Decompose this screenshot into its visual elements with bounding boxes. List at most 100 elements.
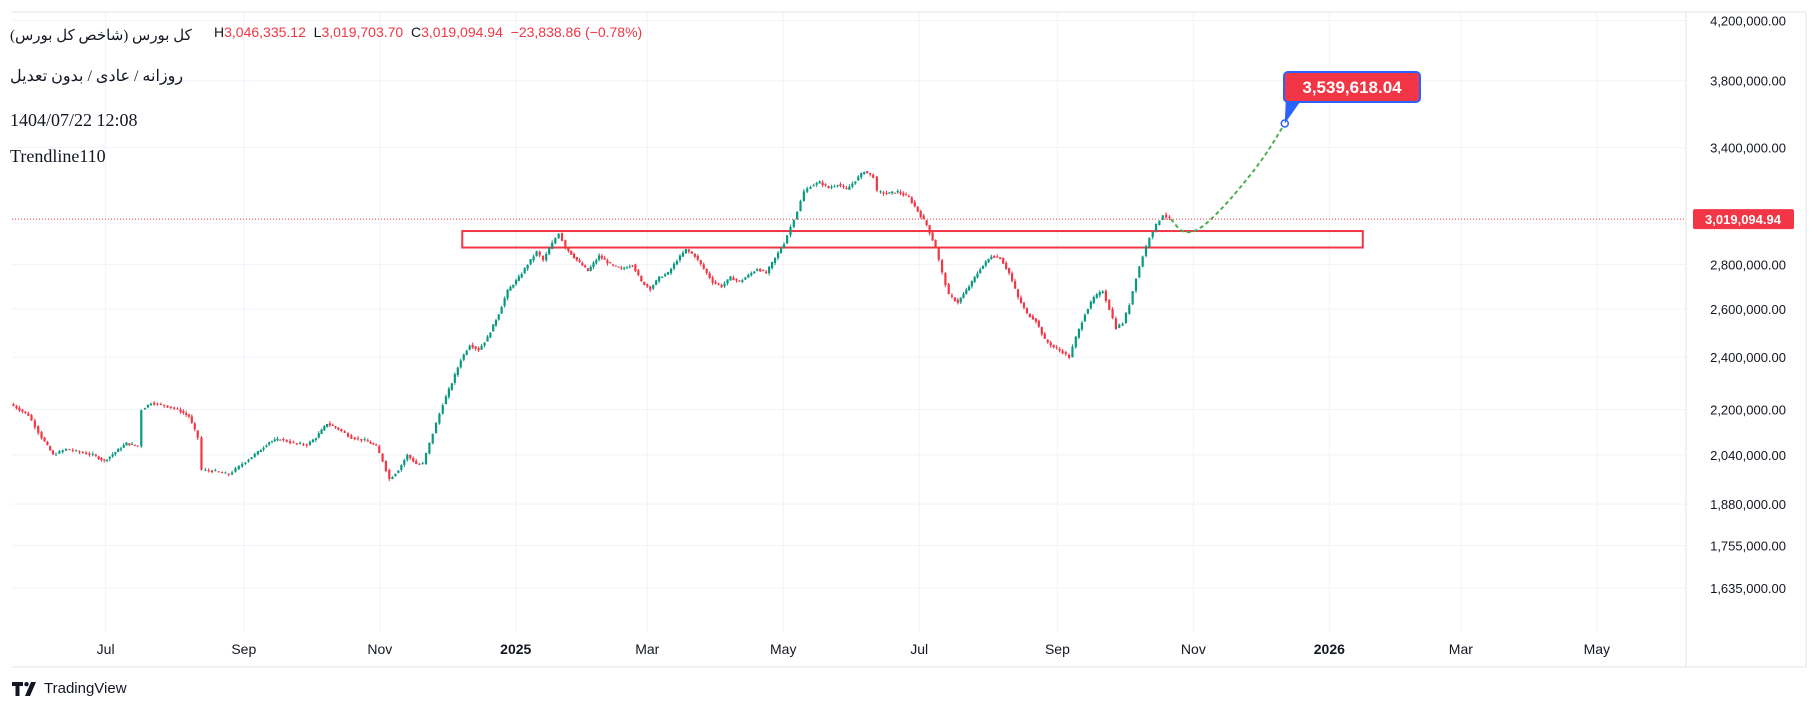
- candle-up: [747, 273, 750, 279]
- candle-up: [444, 394, 448, 405]
- candle-body: [987, 258, 990, 263]
- candle-body: [681, 252, 685, 257]
- candle-down: [21, 408, 24, 414]
- candle-down: [78, 450, 81, 455]
- projection-curve[interactable]: [1170, 122, 1286, 234]
- candle-body: [1124, 312, 1128, 324]
- candle-body: [1028, 313, 1032, 318]
- candle-body: [554, 238, 557, 244]
- target-label-box[interactable]: [1283, 71, 1421, 103]
- candle-down: [1055, 344, 1058, 350]
- candle-body: [514, 280, 518, 285]
- candle-body: [910, 197, 913, 203]
- candle-body: [424, 452, 428, 464]
- candle-body: [244, 462, 247, 464]
- y-tick-label: 2,800,000.00: [1710, 257, 1786, 272]
- candle-body: [241, 464, 244, 467]
- candle-body: [732, 277, 735, 281]
- candle-down: [477, 346, 480, 352]
- candle-body: [526, 265, 529, 269]
- x-tick-label: Mar: [1449, 641, 1473, 657]
- candle-body: [848, 186, 851, 190]
- candle-body: [690, 251, 693, 254]
- candle-up: [848, 184, 851, 190]
- candle-up: [796, 211, 799, 221]
- candle-body: [302, 444, 305, 446]
- candle-body: [611, 264, 615, 266]
- candle-down: [902, 191, 905, 197]
- candle-body: [538, 251, 541, 256]
- candle-body: [366, 440, 369, 442]
- candle-down: [708, 271, 711, 280]
- candle-body: [776, 252, 780, 259]
- candle-body: [567, 247, 570, 252]
- candle-body: [669, 268, 673, 274]
- candle-up: [91, 451, 94, 457]
- candle-up: [453, 372, 456, 385]
- candle-body: [1046, 339, 1049, 343]
- candle-body: [770, 262, 774, 269]
- candle-up: [441, 403, 444, 415]
- candle-up: [1086, 308, 1089, 315]
- change-value: −23,838.86 (−0.78%): [510, 24, 643, 40]
- candle-body: [64, 448, 68, 451]
- candle-up: [428, 442, 431, 455]
- candle-body: [111, 454, 114, 457]
- candle-up: [863, 171, 866, 175]
- candle-up: [311, 438, 315, 443]
- candle-down: [643, 281, 646, 286]
- candle-down: [372, 442, 375, 446]
- candle-body: [893, 192, 897, 194]
- projection-trendline[interactable]: 3,539,618.04: [1170, 71, 1421, 234]
- candle-body: [480, 345, 483, 350]
- candle-body: [381, 453, 384, 462]
- candle-body: [270, 441, 274, 443]
- candle-down: [337, 427, 340, 431]
- candle-down: [288, 438, 292, 445]
- candle-down: [193, 421, 196, 432]
- candle-body: [913, 201, 916, 207]
- candle-body: [875, 176, 878, 191]
- candle-body: [337, 427, 340, 430]
- candle-up: [253, 452, 256, 459]
- candle-up: [589, 265, 592, 272]
- candle-body: [350, 435, 353, 439]
- candle-down: [163, 404, 166, 408]
- candle-up: [74, 449, 78, 452]
- candle-down: [581, 261, 584, 266]
- candle-down: [609, 261, 612, 264]
- candle-down: [388, 468, 391, 482]
- candle-down: [845, 186, 848, 190]
- candle-body: [210, 470, 214, 473]
- candle-down: [735, 278, 738, 283]
- high-key: H: [214, 24, 225, 40]
- candle-body: [1005, 263, 1008, 269]
- candle-body: [532, 256, 535, 261]
- support-zone-box[interactable]: [461, 230, 1364, 249]
- candle-body: [696, 255, 699, 260]
- candle-body: [412, 457, 415, 462]
- candle-body: [119, 448, 123, 450]
- indicator-label[interactable]: Trendline110: [10, 146, 106, 166]
- candle-down: [207, 468, 210, 473]
- candle-up: [1131, 291, 1134, 305]
- candle-down: [765, 269, 768, 274]
- candle-up: [623, 266, 626, 271]
- tradingview-watermark[interactable]: TradingView: [12, 680, 127, 697]
- candle-body: [21, 409, 24, 412]
- candle-body: [237, 465, 240, 470]
- candle-down: [1013, 278, 1017, 290]
- candle-body: [231, 472, 234, 475]
- zone-rectangle[interactable]: [461, 230, 1364, 249]
- candle-down: [346, 432, 350, 438]
- candle-body: [1071, 346, 1074, 358]
- candle-body: [51, 450, 55, 455]
- candle-up: [833, 184, 836, 188]
- x-tick-label: 2025: [500, 641, 531, 657]
- candle-body: [220, 472, 224, 474]
- candle-down: [46, 440, 49, 446]
- candle-up: [1138, 265, 1141, 279]
- candle-down: [690, 251, 693, 255]
- candle-up: [105, 458, 109, 463]
